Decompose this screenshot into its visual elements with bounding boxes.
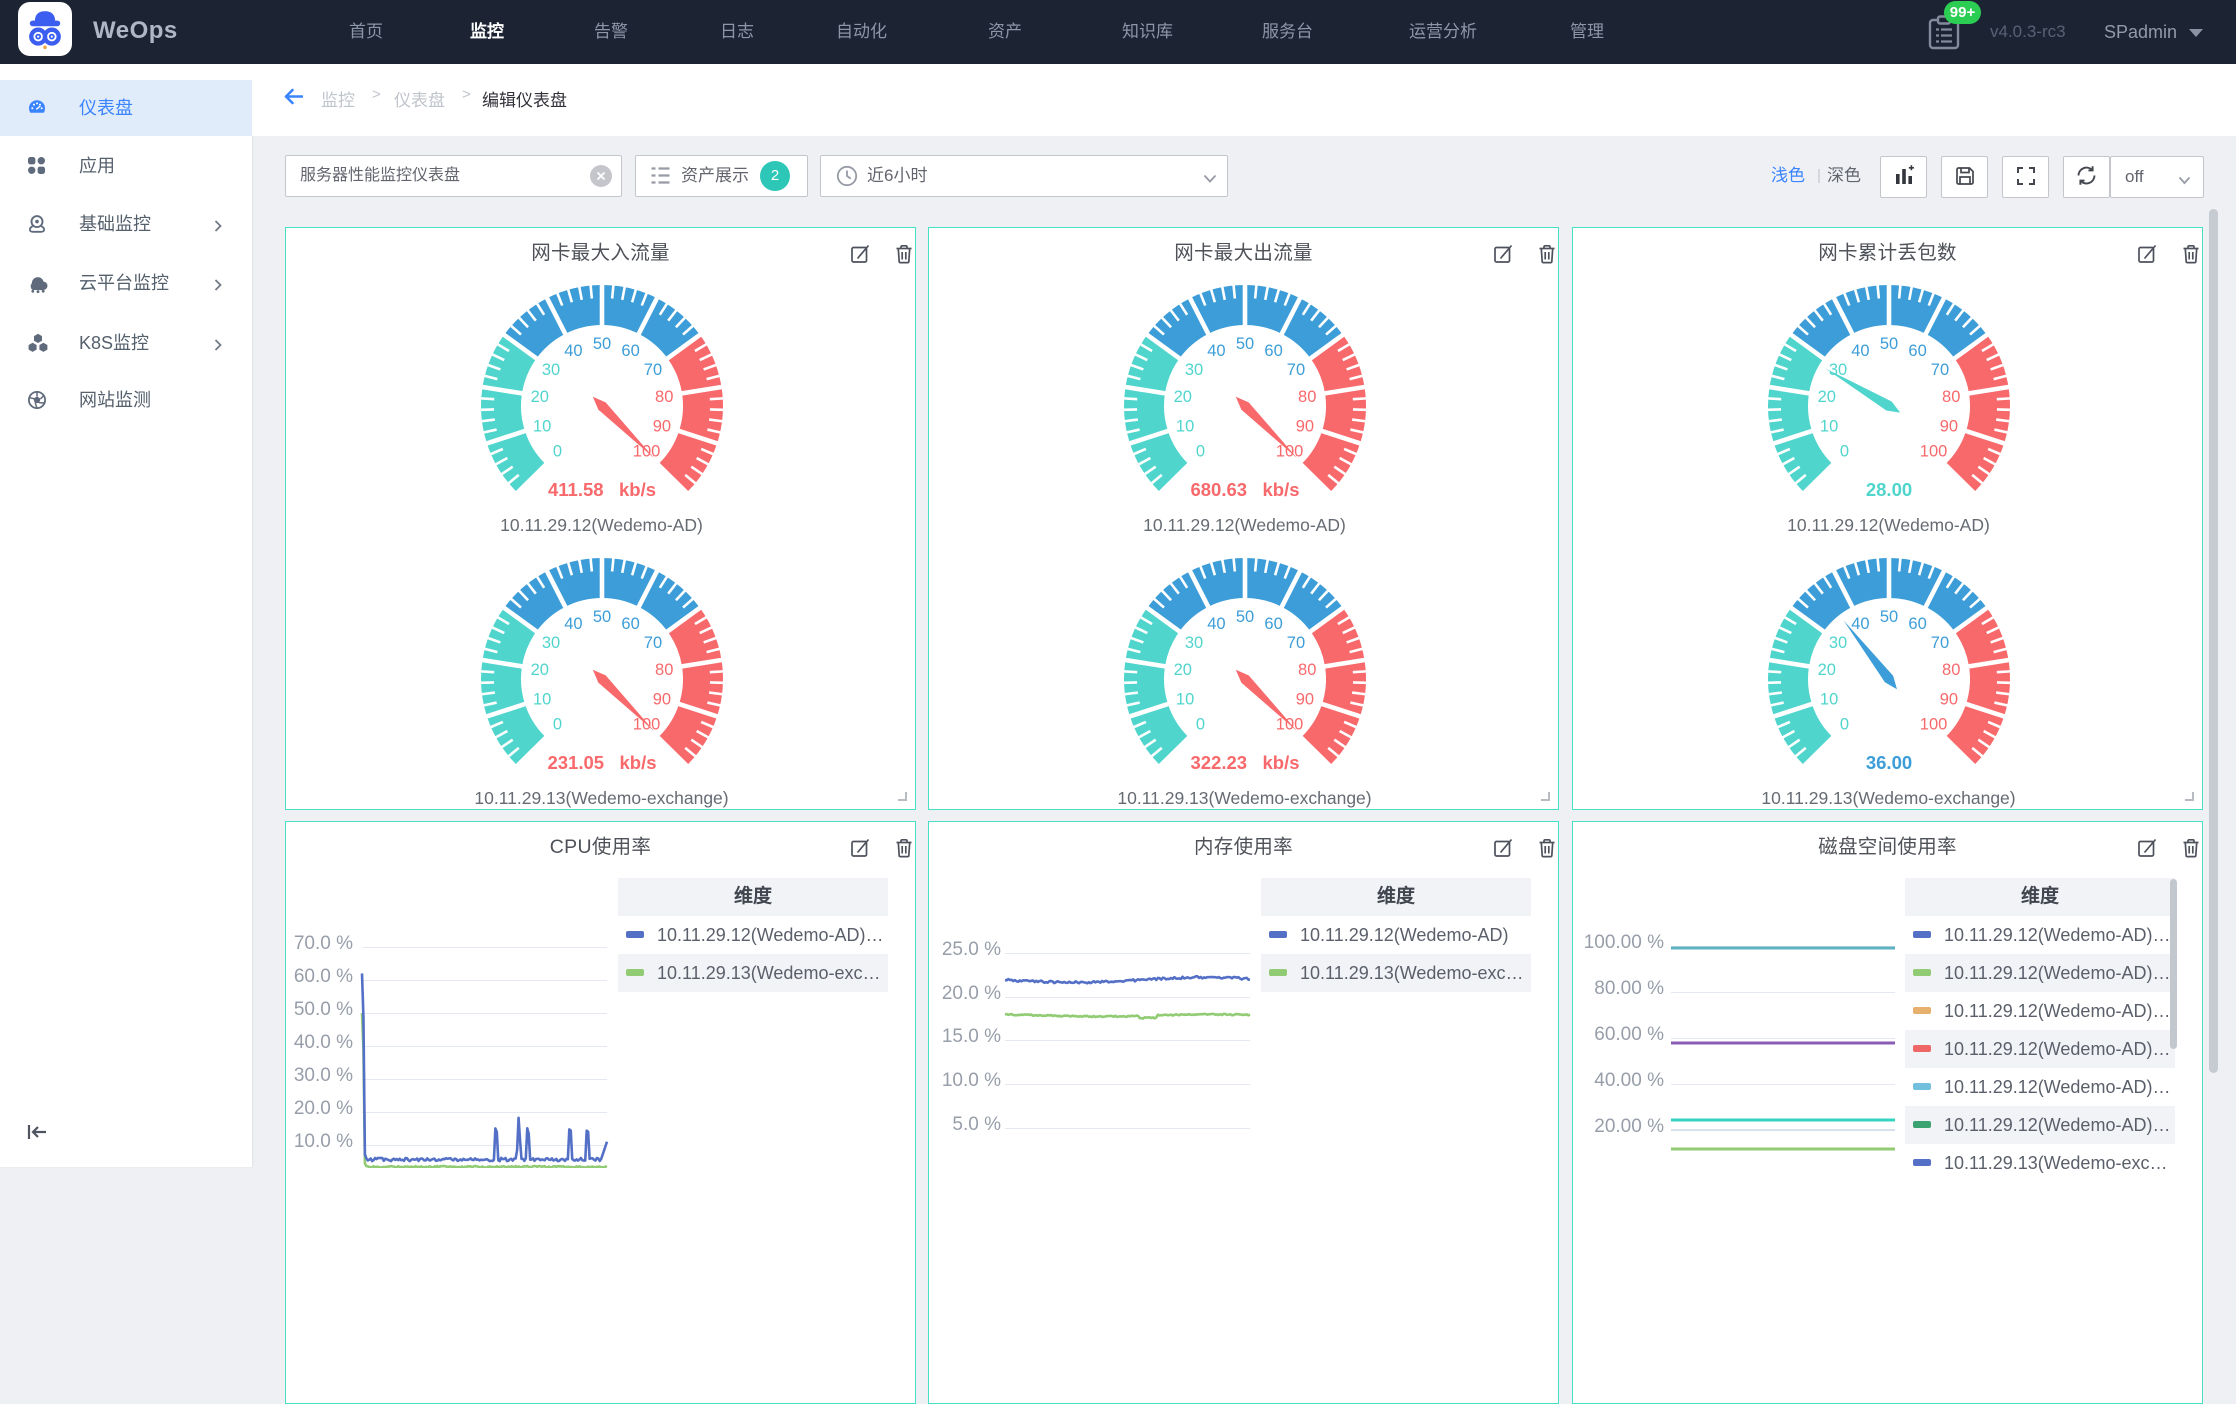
svg-text:50: 50 bbox=[1236, 335, 1254, 353]
svg-text:70: 70 bbox=[644, 361, 662, 379]
svg-text:60: 60 bbox=[1908, 342, 1926, 360]
svg-text:90: 90 bbox=[653, 417, 671, 435]
svg-text:40: 40 bbox=[564, 615, 582, 633]
svg-text:10: 10 bbox=[1820, 690, 1838, 708]
svg-text:20: 20 bbox=[1818, 388, 1836, 406]
svg-text:60: 60 bbox=[621, 342, 639, 360]
svg-text:10: 10 bbox=[533, 417, 551, 435]
svg-text:50: 50 bbox=[1880, 335, 1898, 353]
svg-text:231.05 kb/s: 231.05 kb/s bbox=[547, 752, 656, 771]
svg-text:100: 100 bbox=[1920, 716, 1948, 734]
svg-text:30: 30 bbox=[542, 361, 560, 379]
svg-text:30: 30 bbox=[1185, 634, 1203, 652]
svg-text:60: 60 bbox=[1264, 615, 1282, 633]
svg-text:0: 0 bbox=[1840, 716, 1849, 734]
svg-text:20: 20 bbox=[1174, 661, 1192, 679]
svg-text:70: 70 bbox=[1931, 361, 1949, 379]
svg-text:20: 20 bbox=[1174, 388, 1192, 406]
svg-text:0: 0 bbox=[1840, 443, 1849, 461]
svg-text:80: 80 bbox=[1942, 388, 1960, 406]
svg-text:70: 70 bbox=[1287, 361, 1305, 379]
svg-text:40: 40 bbox=[1851, 342, 1869, 360]
svg-text:0: 0 bbox=[1196, 716, 1205, 734]
svg-text:80: 80 bbox=[1942, 661, 1960, 679]
svg-text:10: 10 bbox=[1176, 417, 1194, 435]
svg-text:50: 50 bbox=[1880, 608, 1898, 626]
svg-text:80: 80 bbox=[655, 388, 673, 406]
svg-text:60: 60 bbox=[1264, 342, 1282, 360]
svg-text:40: 40 bbox=[1207, 342, 1225, 360]
svg-text:36.00: 36.00 bbox=[1866, 752, 1912, 771]
svg-text:70: 70 bbox=[1931, 634, 1949, 652]
svg-text:30: 30 bbox=[1185, 361, 1203, 379]
svg-text:60: 60 bbox=[1908, 615, 1926, 633]
svg-text:10: 10 bbox=[1176, 690, 1194, 708]
svg-text:100: 100 bbox=[1920, 443, 1948, 461]
svg-text:50: 50 bbox=[1236, 608, 1254, 626]
svg-text:30: 30 bbox=[542, 634, 560, 652]
svg-text:20: 20 bbox=[531, 388, 549, 406]
svg-text:80: 80 bbox=[655, 661, 673, 679]
svg-text:60: 60 bbox=[621, 615, 639, 633]
svg-text:20: 20 bbox=[531, 661, 549, 679]
svg-text:30: 30 bbox=[1829, 634, 1847, 652]
svg-text:322.23 kb/s: 322.23 kb/s bbox=[1190, 752, 1299, 771]
svg-text:411.58 kb/s: 411.58 kb/s bbox=[548, 479, 656, 498]
svg-text:40: 40 bbox=[1207, 615, 1225, 633]
svg-text:50: 50 bbox=[593, 335, 611, 353]
svg-text:40: 40 bbox=[1851, 615, 1869, 633]
svg-text:28.00: 28.00 bbox=[1866, 479, 1912, 498]
svg-text:80: 80 bbox=[1298, 388, 1316, 406]
svg-text:40: 40 bbox=[564, 342, 582, 360]
svg-text:90: 90 bbox=[653, 690, 671, 708]
svg-text:90: 90 bbox=[1296, 417, 1314, 435]
svg-text:0: 0 bbox=[1196, 443, 1205, 461]
svg-text:70: 70 bbox=[644, 634, 662, 652]
svg-text:90: 90 bbox=[1940, 417, 1958, 435]
svg-text:90: 90 bbox=[1296, 690, 1314, 708]
svg-text:0: 0 bbox=[553, 716, 562, 734]
svg-text:70: 70 bbox=[1287, 634, 1305, 652]
svg-text:10: 10 bbox=[533, 690, 551, 708]
svg-text:10: 10 bbox=[1820, 417, 1838, 435]
svg-text:90: 90 bbox=[1940, 690, 1958, 708]
svg-text:80: 80 bbox=[1298, 661, 1316, 679]
svg-text:680.63 kb/s: 680.63 kb/s bbox=[1190, 479, 1299, 498]
svg-text:0: 0 bbox=[553, 443, 562, 461]
svg-text:50: 50 bbox=[593, 608, 611, 626]
svg-text:20: 20 bbox=[1818, 661, 1836, 679]
